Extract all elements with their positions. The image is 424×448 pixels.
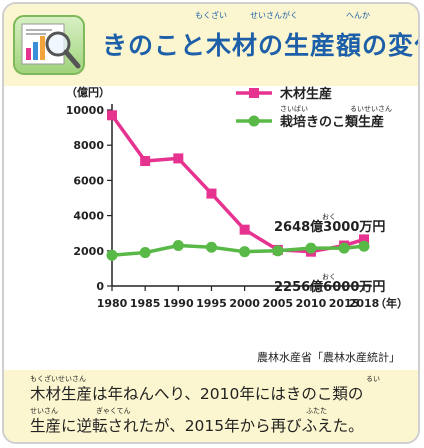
y-tick-label: 2000: [73, 245, 104, 258]
mushroom-point: [305, 242, 317, 254]
y-tick-label: 0: [96, 280, 104, 293]
x-tick-label: 1980: [97, 297, 128, 310]
x-tick-label: 2010: [296, 297, 327, 310]
annotation-ruby-timber: おく: [322, 213, 336, 221]
title-ruby-henka: へんか: [346, 11, 370, 20]
timber-point: [140, 156, 151, 167]
caption-box: もくざいせいさん るい 木材生産は年ねんへり、2010年にはきのこ類の せいさん…: [4, 370, 418, 442]
caption-line-1: 木材生産は年ねんへり、2010年にはきのこ類の: [30, 385, 364, 403]
caption-ruby-mokuzaiseisan: もくざいせいさん: [30, 375, 86, 383]
caption-line-2: 生産に逆転されたが、2015年から再びふえた。: [30, 417, 364, 435]
annotation-mushroom: 2256億6000万円: [274, 279, 385, 295]
x-tick-label: 2018: [349, 297, 380, 310]
y-tick-label: 6000: [73, 174, 104, 187]
legend-mushroom-ruby-right: るいせいさん: [350, 105, 392, 113]
caption-ruby-rui: るい: [366, 375, 380, 383]
x-tick-label: 2005: [262, 297, 293, 310]
mushroom-point: [358, 240, 370, 252]
annotation-ruby-mushroom: おく: [322, 273, 336, 281]
legend-mushroom-ruby-left: さいばい: [280, 104, 308, 113]
timber-point: [173, 153, 184, 164]
x-tick-label: 2000: [229, 297, 260, 310]
mushroom-point: [139, 247, 151, 259]
mushroom-point: [106, 249, 118, 261]
line-chart: 0 2000 4000 6000 8000 10000 （億円） 1980 1985 1990 19…: [66, 86, 408, 310]
y-tick-label: 8000: [73, 139, 104, 152]
mushroom-point: [172, 240, 184, 252]
x-tick-label: 2015: [329, 297, 360, 310]
mushroom-point: [205, 241, 217, 253]
title-ruby-seisangaku: せいさんがく: [250, 11, 298, 20]
legend-mushroom-label: 栽培きのこ類生産: [280, 114, 384, 130]
caption-ruby-futata: ふたた: [306, 407, 327, 415]
legend-timber-marker: [249, 88, 259, 98]
x-tick-label: 1990: [163, 297, 194, 310]
title-ruby-mokuzai: もくざい: [195, 11, 227, 20]
y-tick-label: 4000: [73, 210, 104, 223]
timber-point: [107, 110, 117, 121]
timber-point: [359, 234, 369, 245]
header: もくざい せいさんがく へんか きのこと木材の生産額の変化: [4, 4, 418, 86]
x-unit-label: （年）: [375, 296, 408, 310]
y-unit-label: （億円）: [66, 86, 110, 99]
x-tick-label: 1985: [130, 297, 161, 310]
magnifier-over-chart-icon: [12, 14, 88, 82]
mushroom-point: [239, 246, 251, 258]
mushroom-point: [338, 242, 350, 254]
caption-ruby-gyakuten: ぎゃくてん: [96, 407, 131, 415]
timber-point: [206, 188, 217, 199]
source-note: 農林水産省「農林水産統計」: [257, 351, 400, 364]
legend-mushroom-marker: [248, 115, 260, 127]
mushroom-point: [272, 245, 284, 257]
infographic-card: もくざい せいさんがく へんか きのこと木材の生産額の変化 0 2000 4000 6…: [2, 2, 420, 444]
page-title: きのこと木材の生産額の変化: [102, 31, 420, 60]
legend-timber-label: 木材生産: [279, 86, 332, 102]
timber-point: [239, 224, 250, 235]
y-tick-label: 10000: [66, 104, 105, 117]
annotation-timber: 2648億3000万円: [274, 219, 385, 235]
x-tick-label: 1995: [196, 297, 227, 310]
caption-ruby-seisan: せいさん: [30, 407, 58, 415]
